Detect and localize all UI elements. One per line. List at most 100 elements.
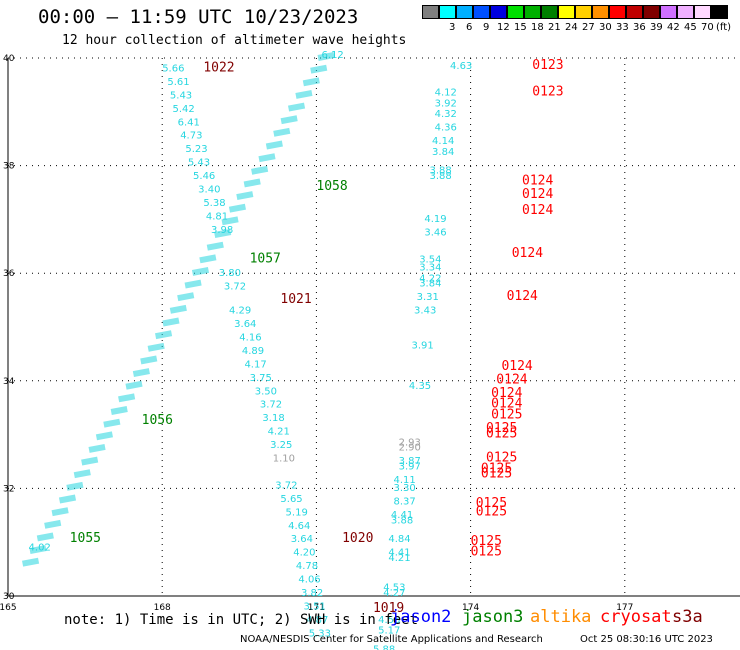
generated-timestamp: Oct 25 08:30:16 UTC 2023 (580, 634, 713, 645)
wave-height-label: 4.16 (239, 332, 261, 343)
credit-text: NOAA/NESDIS Center for Satellite Applica… (240, 634, 543, 645)
y-tick-label: 34 (3, 377, 15, 387)
wave-height-label: 3.80 (219, 268, 241, 279)
swath-segment (302, 77, 320, 87)
wave-height-label: 3.64 (234, 319, 256, 330)
wave-height-label: 2.93 (399, 437, 421, 448)
swath-segment (147, 342, 165, 352)
page-title: 00:00 – 11:59 UTC 10/23/2023 (38, 6, 359, 28)
wave-height-label: 3.72 (224, 281, 246, 292)
swath-segment (317, 52, 335, 61)
pass-number-label: 0124 (512, 246, 543, 261)
legend-altika: altika (530, 607, 592, 627)
x-tick-label: 165 (0, 603, 17, 613)
y-tick-label: 40 (3, 54, 15, 64)
swath-segment (73, 469, 91, 479)
wave-height-label: 3.51 (304, 601, 326, 612)
wave-height-label: 3.40 (198, 185, 220, 196)
wave-height-label: 4.84 (388, 534, 410, 545)
swath-segment (36, 532, 54, 542)
page-subtitle: 12 hour collection of altimeter wave hei… (62, 33, 407, 48)
wave-height-label: 3.30 (394, 483, 416, 494)
wave-height-label: 4.81 (206, 211, 228, 222)
colorbar-label: 18 (531, 22, 544, 33)
wave-height-label: 4.12 (435, 88, 457, 99)
colorbar-label: 30 (599, 22, 612, 33)
wave-height-label: 4.14 (432, 136, 454, 147)
x-tick-label: 168 (154, 603, 171, 613)
wave-height-label: 5.23 (185, 144, 207, 155)
swath-segment (214, 229, 232, 238)
wave-height-label: 3.97 (399, 462, 421, 473)
pass-number-label: 0123 (532, 58, 563, 73)
x-tick-label: 174 (462, 603, 479, 613)
colorbar-swatch (592, 5, 609, 19)
y-tick-label: 32 (3, 484, 14, 494)
colorbar-label: 45 (684, 22, 697, 33)
wave-height-label: 3.64 (291, 534, 313, 545)
swath-segment (265, 140, 283, 150)
wave-height-label: 4.41 (391, 510, 413, 521)
swath-segment (280, 115, 298, 125)
wave-height-label: 3.50 (255, 386, 277, 397)
swath-segment (51, 507, 69, 517)
pass-number-label: 1020 (342, 531, 373, 546)
wave-height-label: 4.32 (435, 109, 457, 120)
swath-segment (162, 317, 180, 327)
pass-number-label: 0124 (522, 203, 553, 218)
colorbar-label: 24 (565, 22, 578, 33)
wave-height-label: 4.87 (306, 615, 328, 626)
pass-number-label: 0124 (522, 173, 553, 188)
colorbar-label: 9 (483, 22, 490, 33)
swath-segment (44, 519, 62, 529)
colorbar-swatch (490, 5, 507, 19)
swath-segment (258, 153, 276, 163)
pass-number-label: 0125 (491, 407, 522, 422)
swath-segment (273, 127, 291, 137)
wave-height-label: 4.53 (383, 583, 405, 594)
wave-height-label: 3.88 (429, 166, 451, 177)
wave-height-label: 5.46 (193, 171, 215, 182)
pass-number-label: 1056 (142, 413, 173, 428)
wave-height-label: 3.34 (419, 263, 441, 274)
wave-height-label: 4.56 (378, 615, 400, 626)
colorbar-swatch (609, 5, 626, 19)
wave-height-label: 4.64 (288, 521, 310, 532)
wave-height-label: 8.37 (394, 497, 416, 508)
swath-segment (58, 494, 77, 504)
swath-segment (155, 330, 173, 340)
wave-height-label: 3.98 (211, 225, 233, 236)
pass-number-label: 0125 (471, 534, 502, 549)
pass-number-label: 0125 (476, 504, 507, 519)
y-tick-label: 30 (3, 592, 15, 602)
pass-number-label: 0124 (491, 397, 522, 412)
wave-height-label: 3.91 (411, 341, 433, 352)
wave-height-label: 4.89 (242, 346, 264, 357)
wave-height-label: 5.33 (309, 628, 331, 639)
colorbar-label: 21 (548, 22, 561, 33)
wave-height-label: 3.43 (414, 306, 436, 317)
wave-height-label: 3.25 (270, 440, 292, 451)
swath-segment (169, 304, 187, 314)
swath-segment (103, 418, 121, 428)
pass-number-label: 1021 (280, 292, 311, 307)
colorbar-swatch (677, 5, 694, 19)
wave-height-label: 3.31 (417, 292, 439, 303)
colorbar-swatch (558, 5, 575, 19)
swath-segment (206, 241, 224, 251)
colorbar-label: 15 (514, 22, 527, 33)
swath-segment (243, 178, 261, 188)
pass-number-label: 0124 (491, 386, 522, 401)
swath-segment (251, 165, 269, 175)
y-tick-label: 38 (3, 162, 15, 172)
wave-height-label: 4.27 (383, 588, 405, 599)
pass-number-label: 1019 (373, 601, 404, 616)
wave-height-label: 5.19 (286, 507, 308, 518)
colorbar-label: 42 (667, 22, 680, 33)
wave-height-label: 5.66 (162, 63, 184, 74)
wave-height-label: 4.78 (296, 561, 318, 572)
wave-height-label: 3.75 (250, 373, 272, 384)
colorbar-label: 36 (633, 22, 646, 33)
x-tick-label: 177 (616, 603, 633, 613)
